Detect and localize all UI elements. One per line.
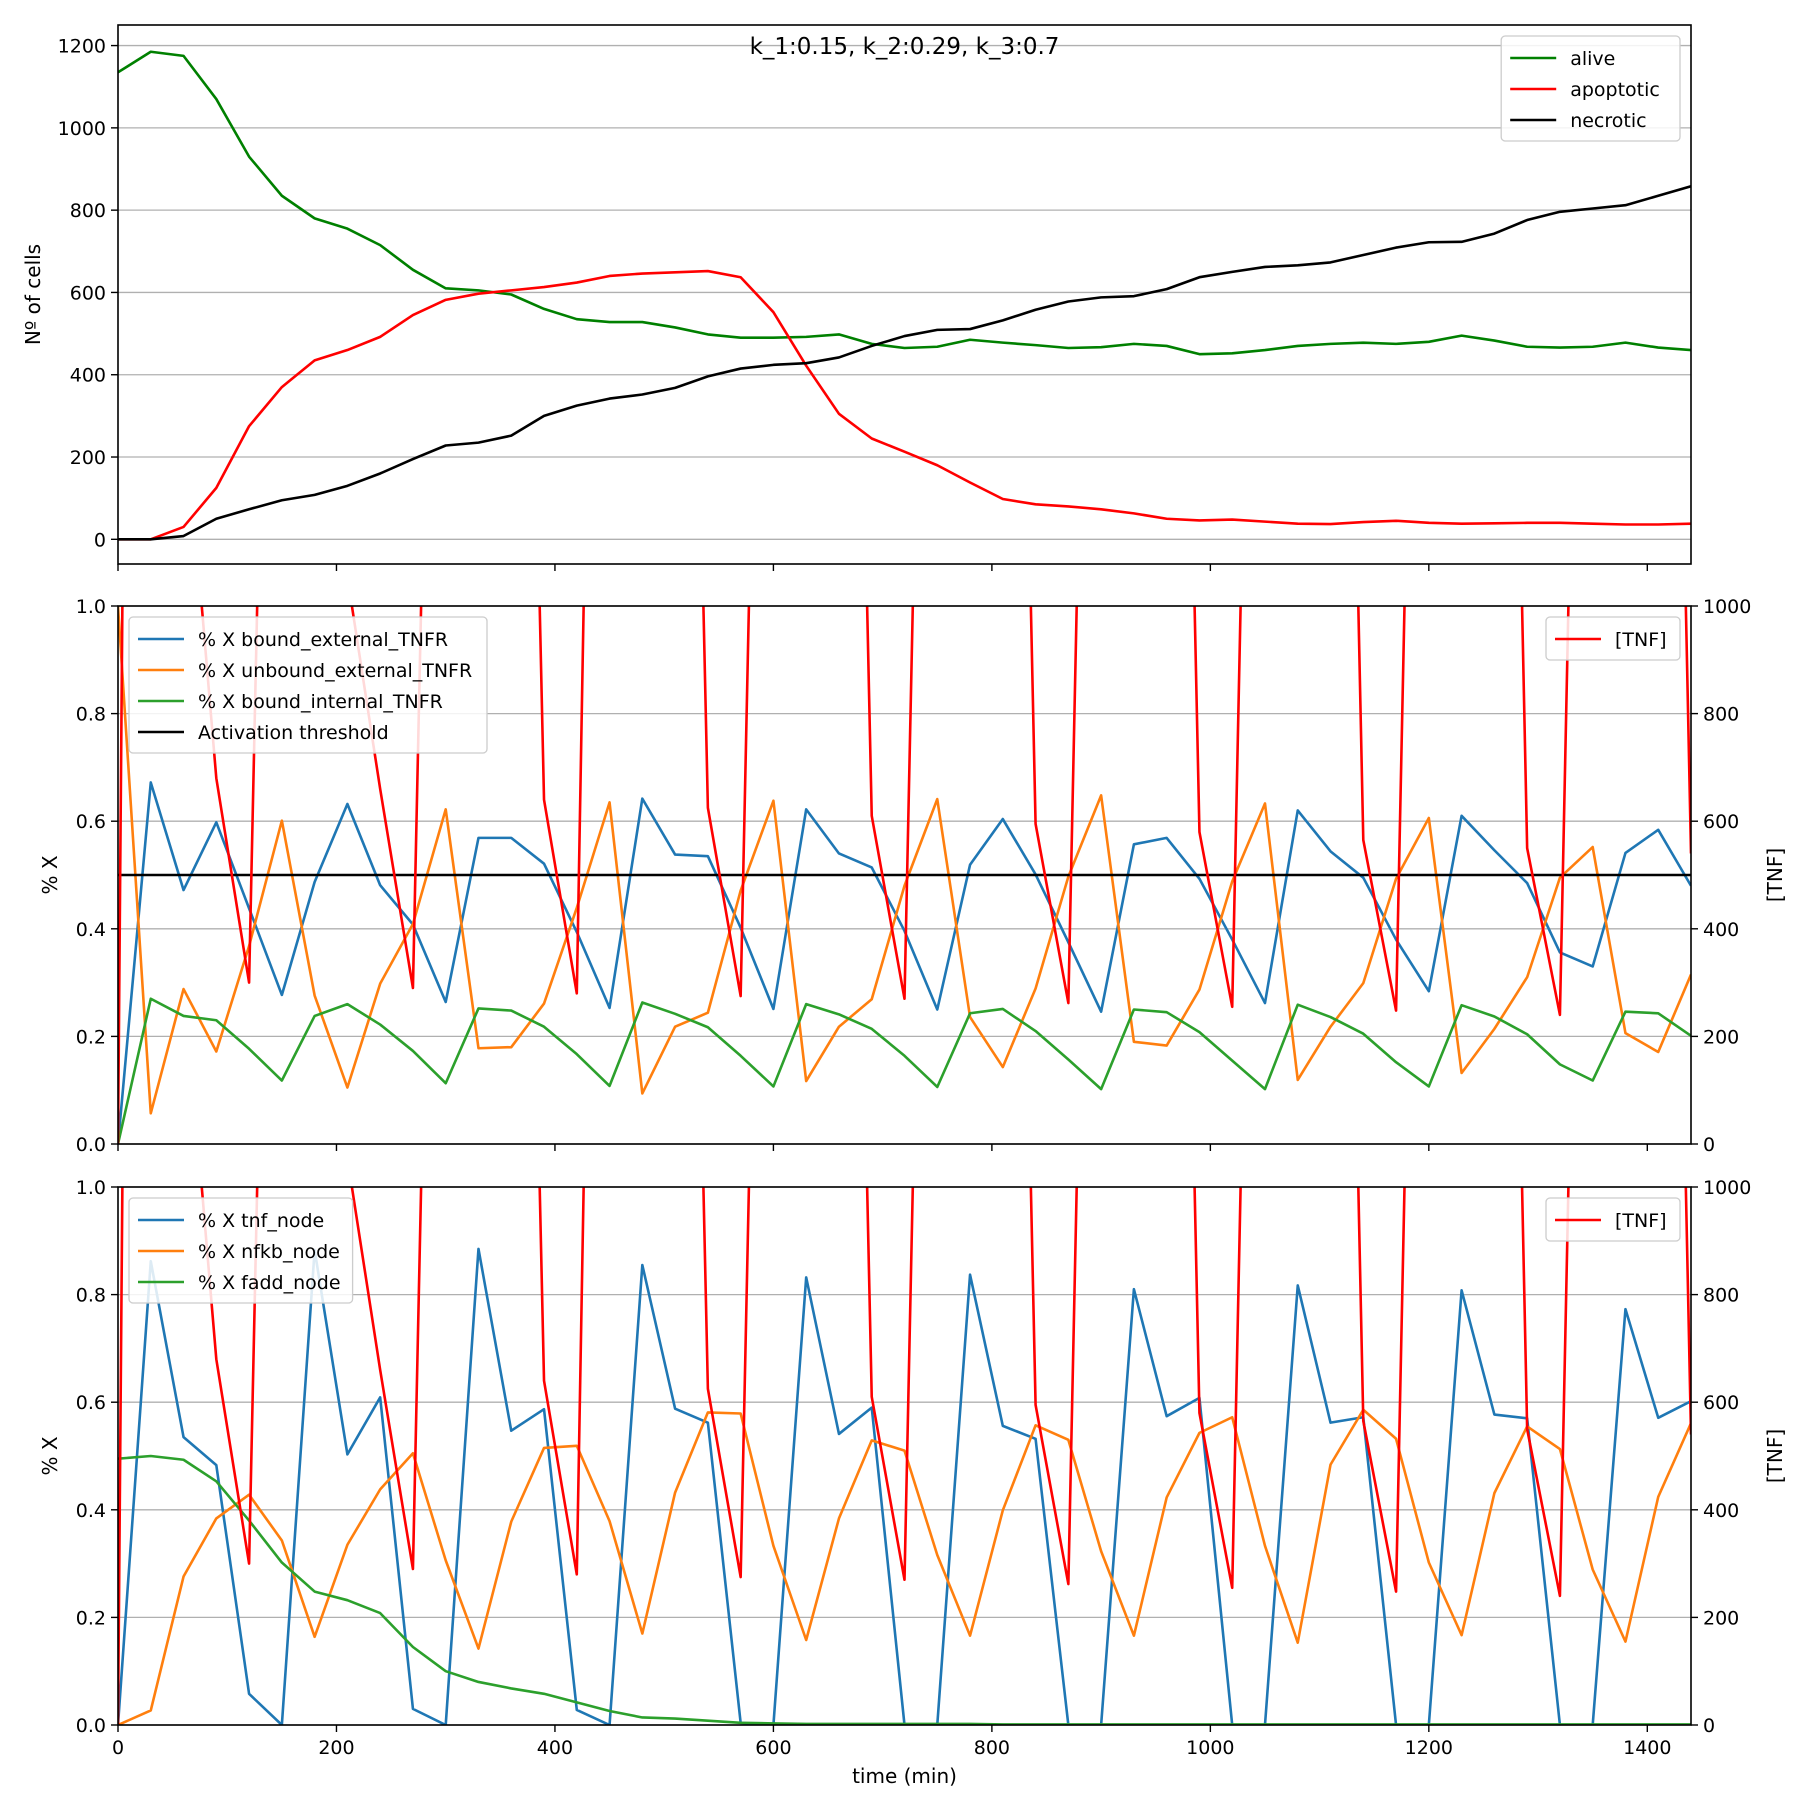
- y-axis-label: Nº of cells: [21, 244, 45, 345]
- series-line-x-tnf-node: [118, 1247, 1691, 1725]
- y2-axis-label: [TNF]: [1763, 1429, 1787, 1483]
- y-tick-label: 0.2: [76, 1026, 106, 1048]
- y2-tick-label: 1000: [1703, 596, 1751, 618]
- y-axis-label: % X: [38, 855, 62, 894]
- x-tick-label: 0: [112, 1737, 124, 1759]
- y2-axis-label: [TNF]: [1763, 848, 1787, 902]
- y2-tick-label: 800: [1703, 704, 1739, 726]
- legend: [TNF]: [1545, 616, 1681, 661]
- axes-frame: [117, 24, 1692, 565]
- y-tick-label: 0.4: [76, 919, 106, 941]
- y-tick-label: 1200: [58, 36, 106, 58]
- y-axis-label: % X: [38, 1436, 62, 1475]
- x-axis-label: time (min): [852, 1764, 957, 1788]
- y-tick-label: 400: [70, 365, 106, 387]
- y2-tick-label: 400: [1703, 1500, 1739, 1522]
- y2-tick-label: 600: [1703, 811, 1739, 833]
- legend-box: [1545, 616, 1681, 661]
- legend-box: [1500, 35, 1681, 142]
- y-tick-label: 0.8: [76, 1285, 106, 1307]
- legend: [TNF]: [1545, 1197, 1681, 1242]
- legend-box: [128, 1197, 354, 1304]
- y-tick-label: 0.4: [76, 1500, 106, 1522]
- y-tick-label: 1000: [58, 118, 106, 140]
- legend-entry: % X bound_external_TNFR: [198, 629, 448, 651]
- series-line-x-bound-external-tnfr: [118, 781, 1691, 1144]
- x-tick-label: 400: [537, 1737, 573, 1759]
- y-tick-label: 0.0: [76, 1715, 106, 1737]
- panel-2: 0.0 0.2 0.4 0.6 0.8 1.0 0 200 400 600 800 1000 % X [T…: [38, 596, 1787, 1156]
- x-tick-label: 200: [318, 1737, 354, 1759]
- y2-tick-label: 0: [1703, 1134, 1715, 1156]
- legend: % X bound_external_TNFR % X unbound_exter…: [128, 616, 488, 754]
- y-tick-label: 600: [70, 282, 106, 304]
- y2-tick-label: 200: [1703, 1026, 1739, 1048]
- axes-frame: [117, 605, 1692, 1145]
- chart-title: k_1:0.15, k_2:0.29, k_3:0.7: [750, 34, 1060, 60]
- legend-entry: % X fadd_node: [198, 1272, 341, 1294]
- legend-entry: % X nfkb_node: [198, 1241, 340, 1263]
- legend-box: [1545, 1197, 1681, 1242]
- series-line-tnf: [118, 1187, 1691, 1725]
- plot-area: [118, 50, 1691, 541]
- x-tick-label: 800: [974, 1737, 1010, 1759]
- x-tick-label: 1200: [1405, 1737, 1453, 1759]
- panel-1: 0 200 400 600 800 1000 1200 Nº of cells k_1:0.15…: [21, 24, 1692, 571]
- y2-tick-label: 200: [1703, 1607, 1739, 1629]
- legend-entry: % X unbound_external_TNFR: [198, 660, 472, 682]
- legend: alive apoptotic necrotic: [1500, 35, 1681, 142]
- y2-tick-label: 400: [1703, 919, 1739, 941]
- legend: % X tnf_node % X nfkb_node % X fadd_node: [128, 1197, 354, 1304]
- series-line-apoptotic: [118, 269, 1691, 541]
- y-tick-label: 1.0: [76, 596, 106, 618]
- legend-entry: [TNF]: [1615, 1210, 1667, 1232]
- x-tick-label: 600: [755, 1737, 791, 1759]
- legend-entry: % X bound_internal_TNFR: [198, 691, 443, 713]
- y-tick-label: 0.2: [76, 1607, 106, 1629]
- legend-box: [128, 616, 488, 754]
- y2-tick-label: 0: [1703, 1715, 1715, 1737]
- y-tick-label: 0.6: [76, 1392, 106, 1414]
- axes-frame: [117, 1186, 1692, 1726]
- y2-tick-label: 600: [1703, 1392, 1739, 1414]
- y-tick-label: 0.8: [76, 704, 106, 726]
- y2-tick-label: 800: [1703, 1285, 1739, 1307]
- series-line-x-unbound-external-tnfr: [118, 606, 1691, 1115]
- plot-area: [118, 606, 1691, 1144]
- x-tick-label: 1000: [1186, 1737, 1234, 1759]
- series-line-alive: [118, 50, 1691, 356]
- legend-entry: necrotic: [1570, 110, 1646, 132]
- legend-entry: % X tnf_node: [198, 1210, 324, 1232]
- y-tick-label: 200: [70, 447, 106, 469]
- y-tick-label: 0.0: [76, 1134, 106, 1156]
- y-tick-label: 0.6: [76, 811, 106, 833]
- y-tick-label: 1.0: [76, 1177, 106, 1199]
- y-tick-label: 800: [70, 200, 106, 222]
- legend-entry: apoptotic: [1570, 79, 1660, 101]
- legend-entry: Activation threshold: [198, 722, 389, 744]
- legend-entry: alive: [1570, 48, 1615, 70]
- x-tick-label: 1400: [1623, 1737, 1671, 1759]
- legend-entry: [TNF]: [1615, 629, 1667, 651]
- series-line-x-fadd-node: [118, 1454, 1691, 1725]
- panel-3: 0 200 400 600 800 1000 1200 1400 0.0 0.2 0.4 0.6 0.8…: [38, 1177, 1787, 1788]
- series-line-x-nfkb-node: [118, 1408, 1691, 1725]
- series-line-necrotic: [118, 185, 1691, 541]
- y2-tick-label: 1000: [1703, 1177, 1751, 1199]
- series-line-x-bound-internal-tnfr: [118, 997, 1691, 1144]
- y-tick-label: 0: [94, 529, 106, 551]
- series-line-tnf: [118, 606, 1691, 1144]
